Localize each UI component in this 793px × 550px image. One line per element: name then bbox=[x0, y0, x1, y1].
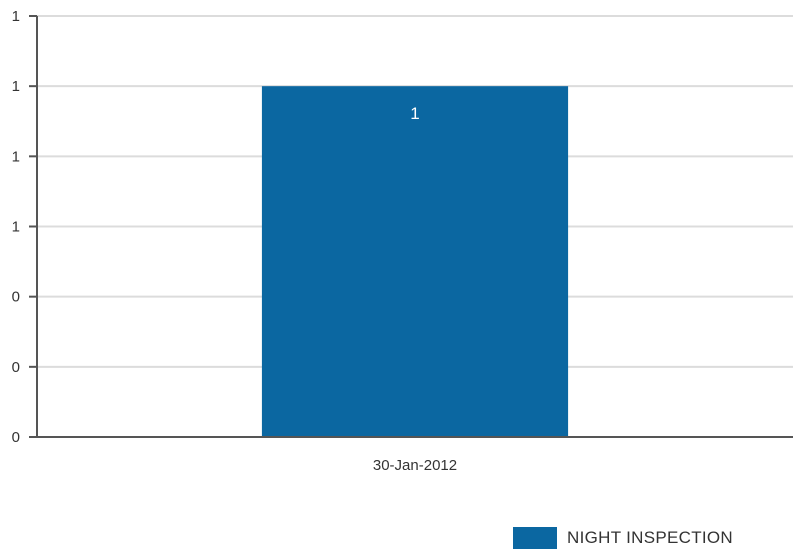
data-label: 1 bbox=[410, 104, 419, 123]
y-tick-label: 1 bbox=[12, 148, 20, 165]
y-tick-label: 0 bbox=[12, 289, 20, 306]
legend: NIGHT INSPECTION bbox=[513, 527, 733, 549]
y-tick-label: 1 bbox=[12, 78, 20, 95]
y-tick-label: 0 bbox=[12, 429, 20, 446]
legend-label: NIGHT INSPECTION bbox=[567, 528, 733, 547]
bars bbox=[261, 86, 569, 438]
y-tick-label: 1 bbox=[12, 219, 20, 236]
y-tick-label: 1 bbox=[12, 8, 20, 25]
legend-swatch bbox=[513, 527, 557, 549]
bar bbox=[261, 86, 569, 438]
y-ticks: 0 0 0 1 1 1 1 bbox=[12, 8, 37, 446]
y-tick-label: 0 bbox=[12, 359, 20, 376]
labels: 1 30-Jan-2012 bbox=[373, 104, 457, 474]
x-category-label: 30-Jan-2012 bbox=[373, 457, 457, 474]
